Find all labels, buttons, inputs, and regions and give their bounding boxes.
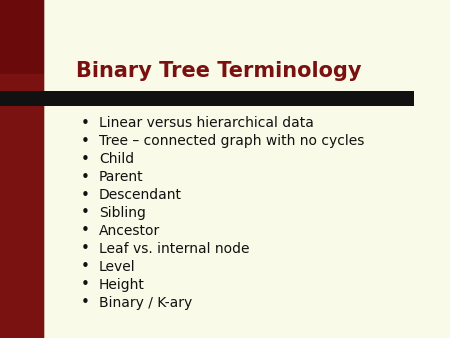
FancyBboxPatch shape xyxy=(45,0,450,338)
Text: •: • xyxy=(81,295,90,310)
Text: •: • xyxy=(81,277,90,292)
Text: Sibling: Sibling xyxy=(99,206,146,220)
Text: Child: Child xyxy=(99,152,134,166)
Text: Parent: Parent xyxy=(99,170,144,184)
Text: Tree – connected graph with no cycles: Tree – connected graph with no cycles xyxy=(99,134,365,148)
Text: •: • xyxy=(81,206,90,220)
Bar xyxy=(0,91,414,106)
Text: Height: Height xyxy=(99,277,145,292)
Text: •: • xyxy=(81,134,90,149)
Text: Binary Tree Terminology: Binary Tree Terminology xyxy=(76,61,362,81)
Text: •: • xyxy=(81,223,90,238)
Text: •: • xyxy=(81,241,90,256)
Text: Level: Level xyxy=(99,260,135,274)
Text: Linear versus hierarchical data: Linear versus hierarchical data xyxy=(99,116,314,130)
Bar xyxy=(0,0,90,74)
Text: •: • xyxy=(81,170,90,185)
Text: Binary / K-ary: Binary / K-ary xyxy=(99,295,192,310)
Text: •: • xyxy=(81,152,90,167)
Text: Ancestor: Ancestor xyxy=(99,224,160,238)
Text: Leaf vs. internal node: Leaf vs. internal node xyxy=(99,242,249,256)
Text: •: • xyxy=(81,116,90,131)
Text: •: • xyxy=(81,188,90,202)
Text: •: • xyxy=(81,259,90,274)
Text: Descendant: Descendant xyxy=(99,188,182,202)
